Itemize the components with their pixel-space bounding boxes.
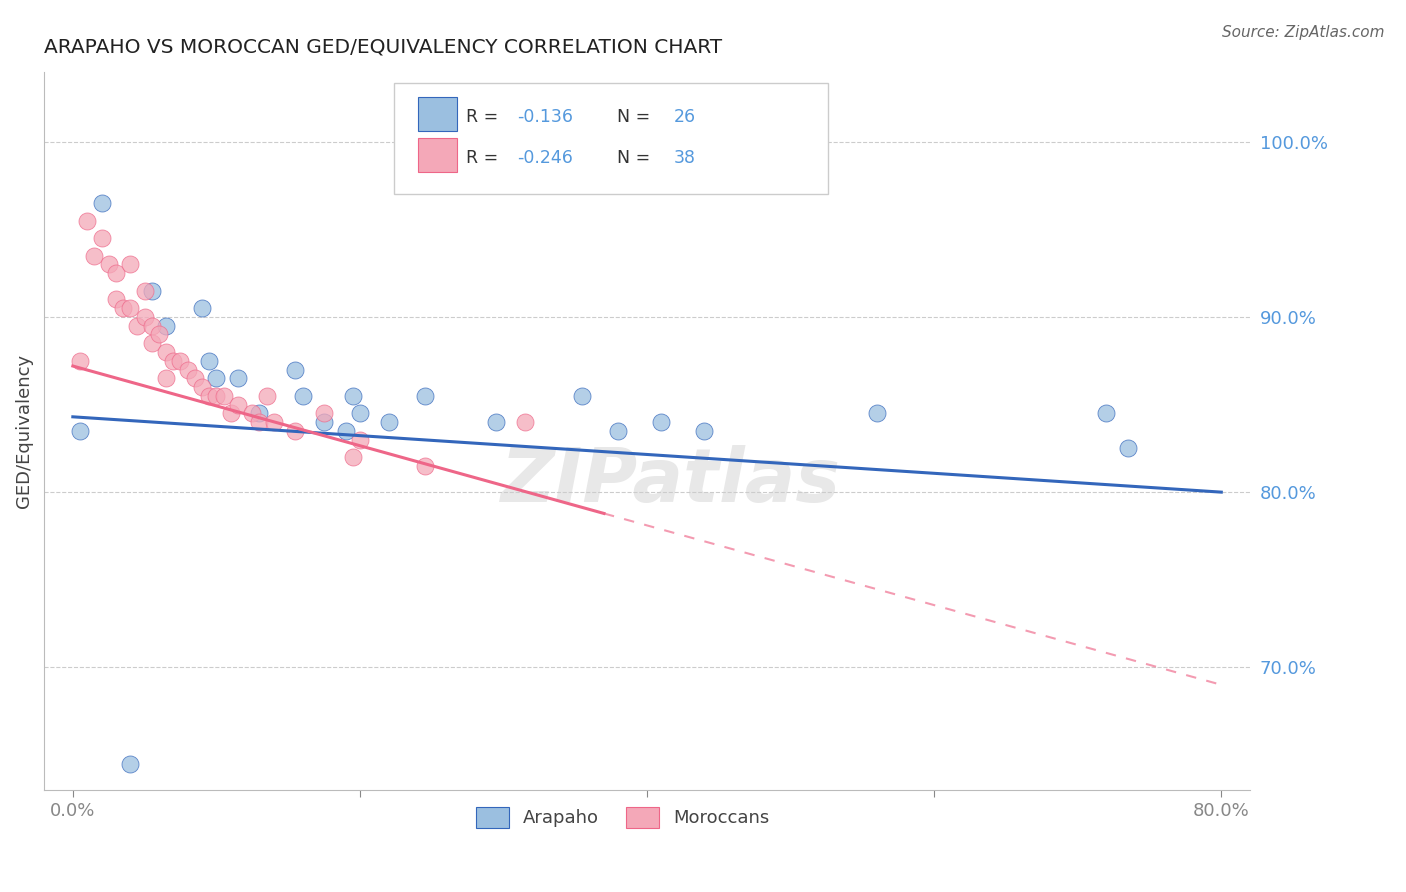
Point [284,424,307,438]
Point [349,406,371,420]
Point [693,424,716,438]
Point [571,389,593,403]
Point [413,458,436,473]
Text: Source: ZipAtlas.com: Source: ZipAtlas.com [1222,25,1385,40]
Point [284,362,307,376]
Point [1095,406,1118,420]
Point [219,406,242,420]
Point [120,301,142,316]
Point [212,389,235,403]
Point [413,389,436,403]
Point [97,257,120,271]
Point [312,415,335,429]
Point [291,389,314,403]
Point [83,249,105,263]
Point [866,406,889,420]
FancyBboxPatch shape [394,83,828,194]
Point [141,336,163,351]
Text: -0.246: -0.246 [517,149,572,167]
Point [169,353,191,368]
Point [256,389,278,403]
Point [155,318,177,333]
Point [69,353,91,368]
FancyBboxPatch shape [418,97,457,131]
Point [263,415,285,429]
Point [198,389,221,403]
Point [249,406,271,420]
Text: R =: R = [467,149,498,167]
Point [342,450,364,464]
Point [240,406,263,420]
Point [127,318,149,333]
Point [176,362,198,376]
Text: R =: R = [467,108,498,126]
Point [120,257,142,271]
Point [342,389,364,403]
Text: ARAPAHO VS MOROCCAN GED/EQUIVALENCY CORRELATION CHART: ARAPAHO VS MOROCCAN GED/EQUIVALENCY CORR… [44,37,723,56]
Point [155,371,177,385]
Point [191,301,214,316]
Point [90,196,112,211]
Point [377,415,399,429]
Point [226,398,249,412]
Point [184,371,207,385]
Point [134,284,156,298]
Y-axis label: GED/Equivalency: GED/Equivalency [15,354,32,508]
Point [104,266,127,280]
Point [226,371,249,385]
Text: ZIPatlas: ZIPatlas [501,444,841,517]
Point [104,293,127,307]
Point [141,318,163,333]
Point [76,213,98,227]
Point [205,389,228,403]
Point [485,415,508,429]
Legend: Arapaho, Moroccans: Arapaho, Moroccans [470,799,776,835]
FancyBboxPatch shape [418,138,457,172]
Point [205,371,228,385]
Point [155,345,177,359]
Point [607,424,630,438]
Point [513,415,536,429]
Text: 38: 38 [673,149,696,167]
Point [312,406,335,420]
Point [141,284,163,298]
Text: N =: N = [617,149,655,167]
Point [650,415,672,429]
Point [198,353,221,368]
Point [1116,442,1139,456]
Point [90,231,112,245]
Point [335,424,357,438]
Point [162,353,184,368]
Point [69,424,91,438]
Point [134,310,156,324]
Point [112,301,135,316]
Point [249,415,271,429]
Text: 26: 26 [673,108,696,126]
Point [191,380,214,394]
Point [148,327,170,342]
Point [120,756,142,771]
Text: -0.136: -0.136 [517,108,572,126]
Text: N =: N = [617,108,655,126]
Point [349,433,371,447]
